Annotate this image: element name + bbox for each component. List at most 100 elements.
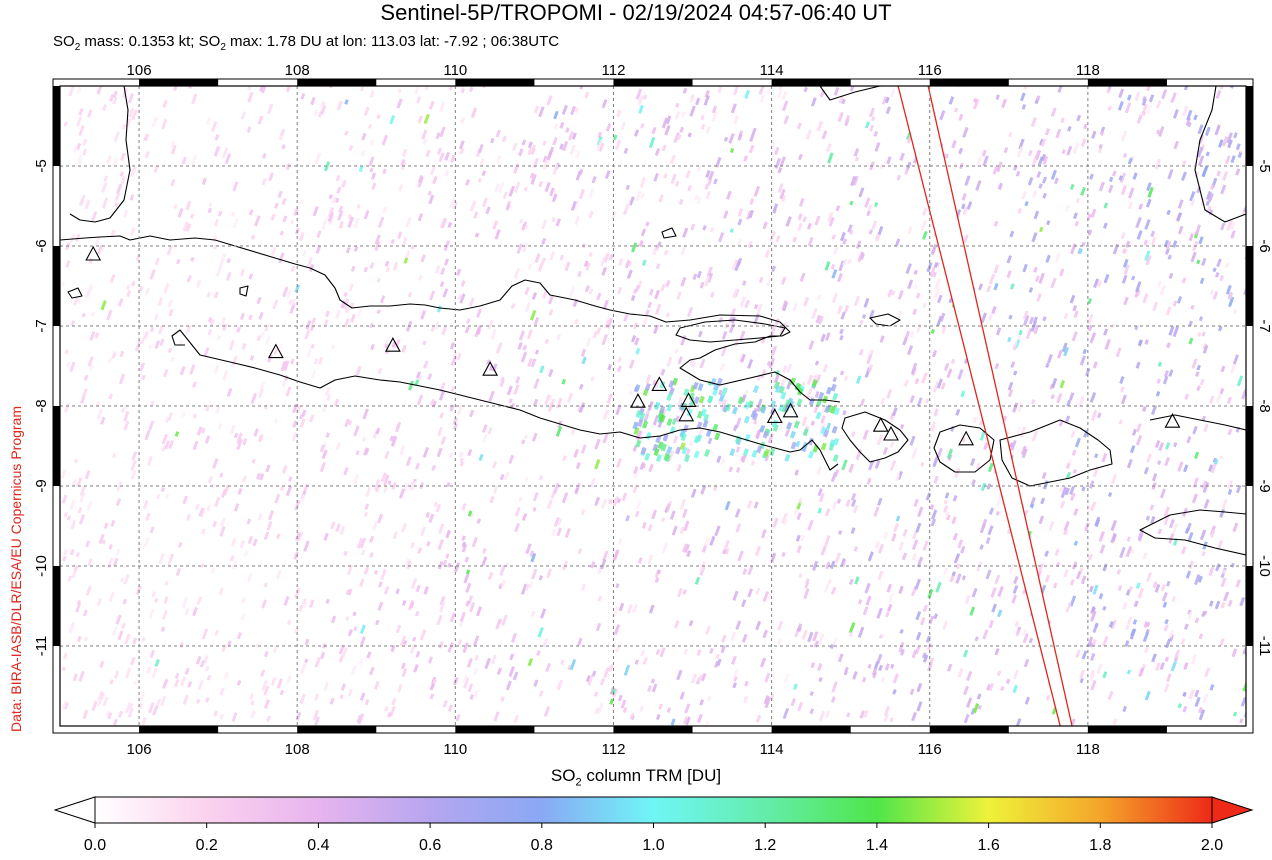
- so2-pixel: [1072, 561, 1078, 570]
- so2-pixel: [748, 209, 755, 219]
- so2-pixel: [105, 710, 111, 717]
- so2-pixel: [310, 96, 316, 106]
- so2-pixel: [1060, 500, 1066, 509]
- so2-pixel: [690, 488, 697, 499]
- so2-pixel: [548, 295, 554, 305]
- so2-pixel: [768, 375, 774, 383]
- so2-pixel: [233, 432, 239, 439]
- so2-pixel: [1219, 455, 1224, 460]
- so2-pixel: [1073, 508, 1079, 516]
- so2-pixel: [655, 454, 663, 463]
- so2-pixel: [758, 86, 765, 95]
- so2-pixel: [747, 240, 753, 249]
- so2-pixel: [270, 676, 277, 686]
- so2-pixel: [168, 308, 174, 317]
- so2-pixel: [653, 324, 659, 335]
- so2-pixel: [1044, 550, 1050, 557]
- so2-pixel: [254, 215, 261, 227]
- so2-pixel: [211, 121, 218, 133]
- so2-pixel: [837, 272, 843, 283]
- so2-pixel: [551, 193, 558, 203]
- so2-pixel: [130, 166, 137, 178]
- so2-pixel: [375, 427, 381, 435]
- so2-pixel: [449, 612, 456, 623]
- so2-pixel: [369, 167, 374, 173]
- so2-pixel: [434, 264, 441, 274]
- volcano-triangle-icon: [766, 408, 783, 423]
- so2-pixel: [259, 331, 265, 339]
- so2-pixel: [173, 204, 178, 210]
- so2-pixel: [325, 310, 330, 318]
- so2-pixel: [704, 183, 710, 191]
- so2-pixel: [191, 93, 198, 105]
- so2-pixel: [688, 392, 695, 401]
- so2-pixel: [464, 556, 470, 563]
- so2-pixel: [290, 358, 295, 365]
- so2-pixel: [533, 378, 540, 390]
- so2-pixel: [295, 532, 301, 542]
- so2-pixel: [830, 696, 836, 704]
- so2-pixel: [339, 525, 346, 536]
- so2-pixel: [148, 608, 155, 619]
- so2-pixel: [822, 363, 829, 373]
- so2-pixel: [640, 123, 645, 129]
- so2-pixel: [209, 318, 215, 327]
- so2-pixel: [737, 550, 744, 562]
- so2-pixel: [1154, 158, 1162, 170]
- so2-pixel: [879, 634, 884, 639]
- so2-pixel: [1087, 553, 1093, 561]
- so2-pixel: [112, 90, 118, 99]
- so2-pixel: [1072, 142, 1080, 154]
- so2-pixel: [1208, 209, 1214, 216]
- so2-pixel: [770, 345, 778, 357]
- so2-pixel: [420, 310, 427, 320]
- so2-pixel: [705, 170, 711, 178]
- so2-pixel: [1111, 170, 1117, 177]
- so2-pixel: [866, 477, 872, 485]
- so2-pixel: [226, 387, 233, 397]
- so2-pixel: [1020, 445, 1027, 455]
- so2-pixel: [613, 624, 621, 636]
- so2-pixel: [1067, 125, 1072, 132]
- so2-pixel: [779, 188, 786, 200]
- so2-pixel: [807, 631, 814, 643]
- so2-pixel: [356, 537, 364, 549]
- so2-pixel: [134, 339, 142, 352]
- so2-pixel: [1227, 296, 1235, 308]
- lat-tick-label-right: -9: [1256, 479, 1272, 492]
- so2-pixel: [1144, 339, 1149, 345]
- so2-pixel: [1126, 616, 1133, 626]
- so2-pixel: [227, 640, 232, 647]
- so2-pixel: [838, 529, 843, 535]
- so2-pixel: [721, 634, 727, 643]
- so2-pixel: [1232, 354, 1240, 365]
- so2-pixel: [1156, 378, 1161, 384]
- so2-pixel: [617, 694, 623, 702]
- so2-pixel: [1121, 274, 1128, 284]
- so2-pixel: [966, 670, 973, 682]
- so2-pixel: [1088, 480, 1095, 489]
- so2-pixel: [896, 174, 902, 181]
- so2-pixel: [363, 566, 370, 575]
- so2-pixel: [867, 663, 872, 669]
- so2-pixel: [561, 378, 566, 385]
- so2-pixel: [518, 148, 524, 157]
- so2-pixel: [568, 286, 576, 298]
- so2-pixel: [925, 492, 932, 501]
- so2-pixel: [679, 430, 686, 439]
- so2-pixel: [359, 692, 366, 701]
- so2-pixel: [376, 277, 381, 283]
- so2-pixel: [800, 534, 806, 542]
- so2-pixel: [697, 383, 704, 392]
- so2-pixel: [859, 319, 864, 326]
- so2-pixel: [248, 314, 253, 321]
- so2-pixel: [615, 583, 620, 589]
- so2-pixel: [812, 560, 819, 571]
- so2-pixel: [887, 289, 893, 298]
- so2-pixel: [106, 155, 112, 164]
- so2-pixel: [1115, 347, 1122, 358]
- so2-pixel: [680, 433, 687, 442]
- so2-pixel: [327, 207, 335, 218]
- so2-pixel: [522, 221, 528, 227]
- so2-pixel: [472, 635, 480, 647]
